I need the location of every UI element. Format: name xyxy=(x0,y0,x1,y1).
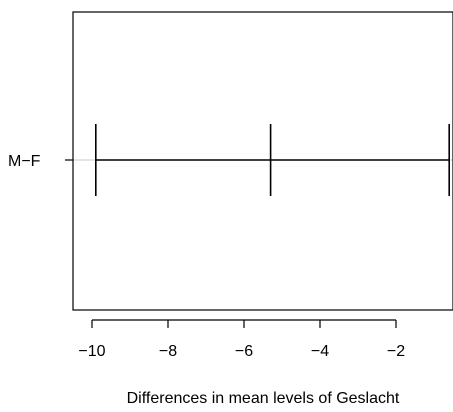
y-axis: M−F xyxy=(8,153,73,170)
x-tick-label: −10 xyxy=(78,343,105,360)
x-axis: −10 −8 −6 −4 −2 xyxy=(78,319,405,360)
x-tick-label: −4 xyxy=(311,343,329,360)
x-axis-label: Differences in mean levels of Geslacht xyxy=(127,390,400,407)
y-tick-label: M−F xyxy=(8,153,41,170)
x-tick-label: −6 xyxy=(235,343,253,360)
x-tick-label: −2 xyxy=(387,343,405,360)
x-tick-label: −8 xyxy=(159,343,177,360)
plot-frame xyxy=(72,11,453,311)
plot-area xyxy=(73,124,453,196)
